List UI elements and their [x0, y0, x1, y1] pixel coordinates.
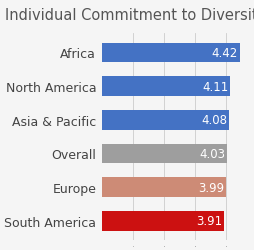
Bar: [102, 110, 229, 130]
Bar: [102, 44, 240, 63]
Text: Individual Commitment to Diversity**: Individual Commitment to Diversity**: [5, 8, 254, 22]
Bar: [102, 77, 230, 96]
Text: 4.42: 4.42: [212, 47, 238, 60]
Bar: [102, 178, 226, 197]
Bar: [102, 211, 224, 231]
Text: 4.08: 4.08: [201, 114, 227, 127]
Bar: [102, 144, 227, 164]
Text: 3.99: 3.99: [198, 181, 225, 194]
Text: 3.91: 3.91: [196, 214, 222, 228]
Text: 4.11: 4.11: [202, 80, 228, 93]
Text: 4.03: 4.03: [200, 148, 226, 160]
